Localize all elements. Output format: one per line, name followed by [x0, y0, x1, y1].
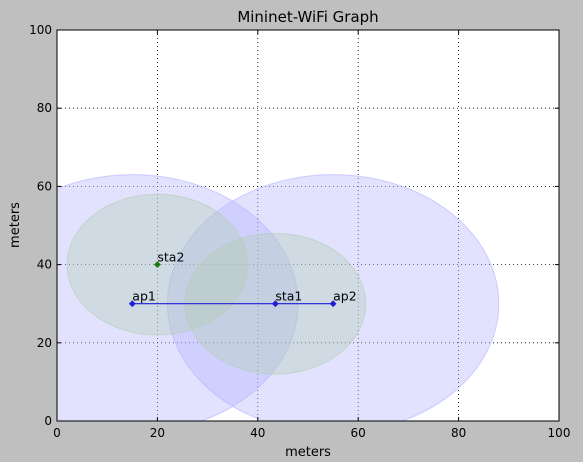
chart-title: Mininet-WiFi Graph	[237, 8, 378, 26]
axis-ticks: 0 20 40 60 80 100 0 20 40 60 80 100	[29, 23, 570, 440]
y-tick-label: 0	[44, 414, 52, 428]
ap2-label: ap2	[333, 289, 357, 304]
y-tick-label: 80	[37, 101, 52, 115]
x-tick-label: 100	[548, 426, 571, 440]
sta1-label: sta1	[275, 289, 302, 304]
plot-area	[57, 30, 559, 421]
plot-frame	[56, 29, 560, 422]
sta2-marker[interactable]	[153, 261, 161, 269]
x-tick-label: 20	[150, 426, 165, 440]
x-tick-label: 80	[451, 426, 466, 440]
x-tick-label: 60	[351, 426, 366, 440]
y-axis-label: meters	[8, 202, 23, 248]
y-tick-label: 20	[37, 336, 52, 350]
y-tick-label: 100	[29, 23, 52, 37]
ap2-marker[interactable]	[329, 300, 337, 308]
ap1-label: ap1	[132, 289, 156, 304]
y-tick-label: 60	[37, 179, 52, 193]
y-tick-label: 40	[37, 258, 52, 272]
x-tick-label: 40	[250, 426, 265, 440]
x-tick-label: 0	[53, 426, 61, 440]
x-axis-label: meters	[285, 445, 331, 460]
sta1-marker[interactable]	[271, 300, 279, 308]
nodes: ap1 ap2 sta1 sta2	[128, 250, 357, 308]
sta2-label: sta2	[157, 250, 184, 265]
ap1-marker[interactable]	[128, 300, 136, 308]
